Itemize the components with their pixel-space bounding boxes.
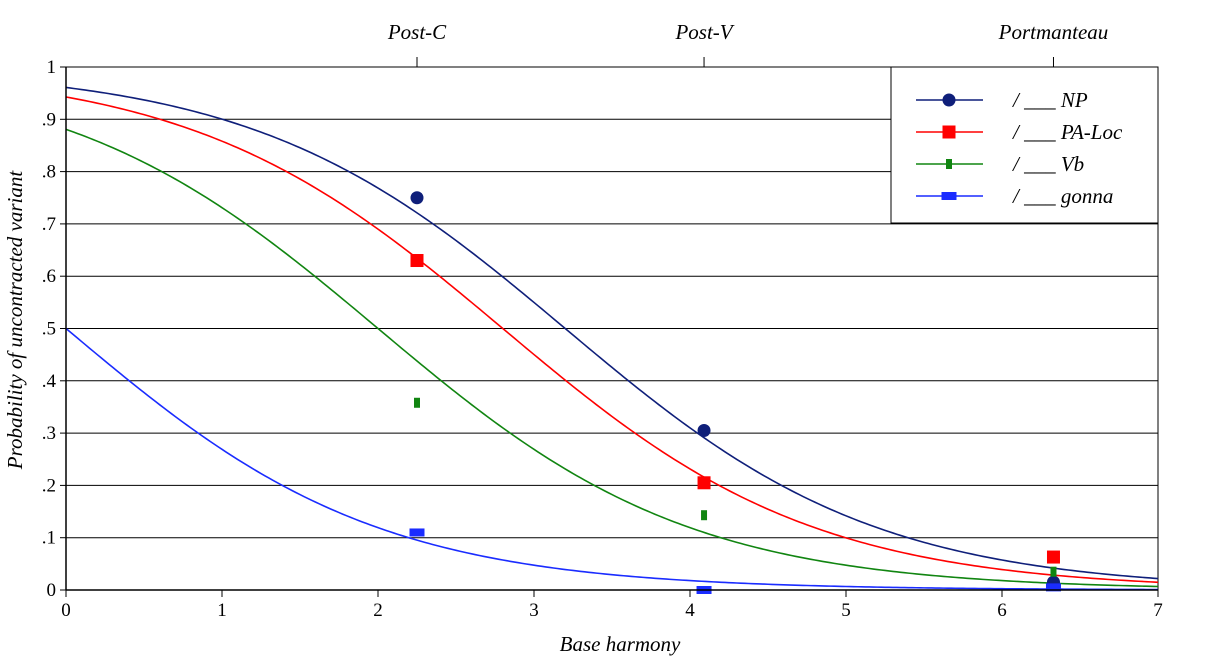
y-tick-label: .8	[42, 162, 56, 183]
y-tick-label: .4	[42, 371, 57, 392]
point-vb	[701, 510, 708, 521]
x-tick-label: 7	[1153, 600, 1163, 621]
top-axis-label: Post-C	[387, 20, 447, 44]
point-np	[410, 191, 424, 205]
legend-label-gonna: / ___ gonna	[1012, 184, 1113, 208]
legend-label-pa-loc: / ___ PA-Loc	[1012, 120, 1123, 144]
x-tick-label: 3	[529, 600, 539, 621]
fitted-curves	[65, 86, 1159, 591]
curve-vb	[65, 128, 1159, 588]
gridlines	[66, 118, 1158, 539]
point-pa-loc	[410, 254, 424, 268]
y-tick-label: .1	[42, 528, 56, 549]
point-vb	[1050, 566, 1057, 577]
axes: 0 1 2 3 4 5 6 7 0 .1 .2 .3 .4 .5 .6 .7 .8 .9 1 Post-C Post-V…	[42, 20, 1163, 621]
y-tick-label: .7	[42, 214, 56, 235]
top-axis-label: Post-V	[674, 20, 734, 44]
y-tick-label: .9	[42, 109, 56, 130]
point-pa-loc	[697, 476, 711, 490]
y-tick-label: 0	[47, 580, 57, 601]
x-tick-label: 6	[997, 600, 1007, 621]
x-tick-label: 1	[217, 600, 227, 621]
curve-pa-loc	[65, 96, 1159, 584]
legend-box	[890, 66, 1159, 224]
x-tick-label: 5	[841, 600, 851, 621]
y-tick-label: .2	[42, 475, 56, 496]
point-vb	[414, 397, 420, 408]
curve-np	[65, 86, 1159, 580]
curve-gonna	[65, 327, 1159, 591]
data-points	[409, 191, 1061, 594]
legend-label-vb: / ___ Vb	[1012, 152, 1084, 176]
legend-marker-pa-loc	[942, 125, 956, 139]
point-np	[697, 423, 711, 437]
x-tick-label: 4	[685, 600, 695, 621]
x-tick-label: 2	[373, 600, 383, 621]
point-gonna	[1045, 583, 1061, 592]
top-axis-label: Portmanteau	[998, 20, 1109, 44]
x-axis-title: Base harmony	[560, 632, 681, 656]
legend-marker-vb	[946, 159, 952, 169]
point-pa-loc	[1046, 550, 1060, 564]
y-axis-title: Probability of uncontracted variant	[3, 170, 27, 471]
point-gonna	[409, 528, 425, 537]
y-tick-label: .5	[42, 319, 56, 340]
y-tick-label: .6	[42, 266, 56, 287]
legend-label-np: / ___ NP	[1012, 88, 1088, 112]
legend-marker-np	[942, 93, 956, 107]
y-tick-label: .3	[42, 423, 56, 444]
x-tick-label: 0	[61, 600, 71, 621]
y-tick-label: 1	[47, 57, 57, 78]
legend-marker-gonna	[941, 192, 957, 200]
legend: / ___ NP / ___ PA-Loc / ___ Vb / ___ gonna	[890, 66, 1159, 224]
